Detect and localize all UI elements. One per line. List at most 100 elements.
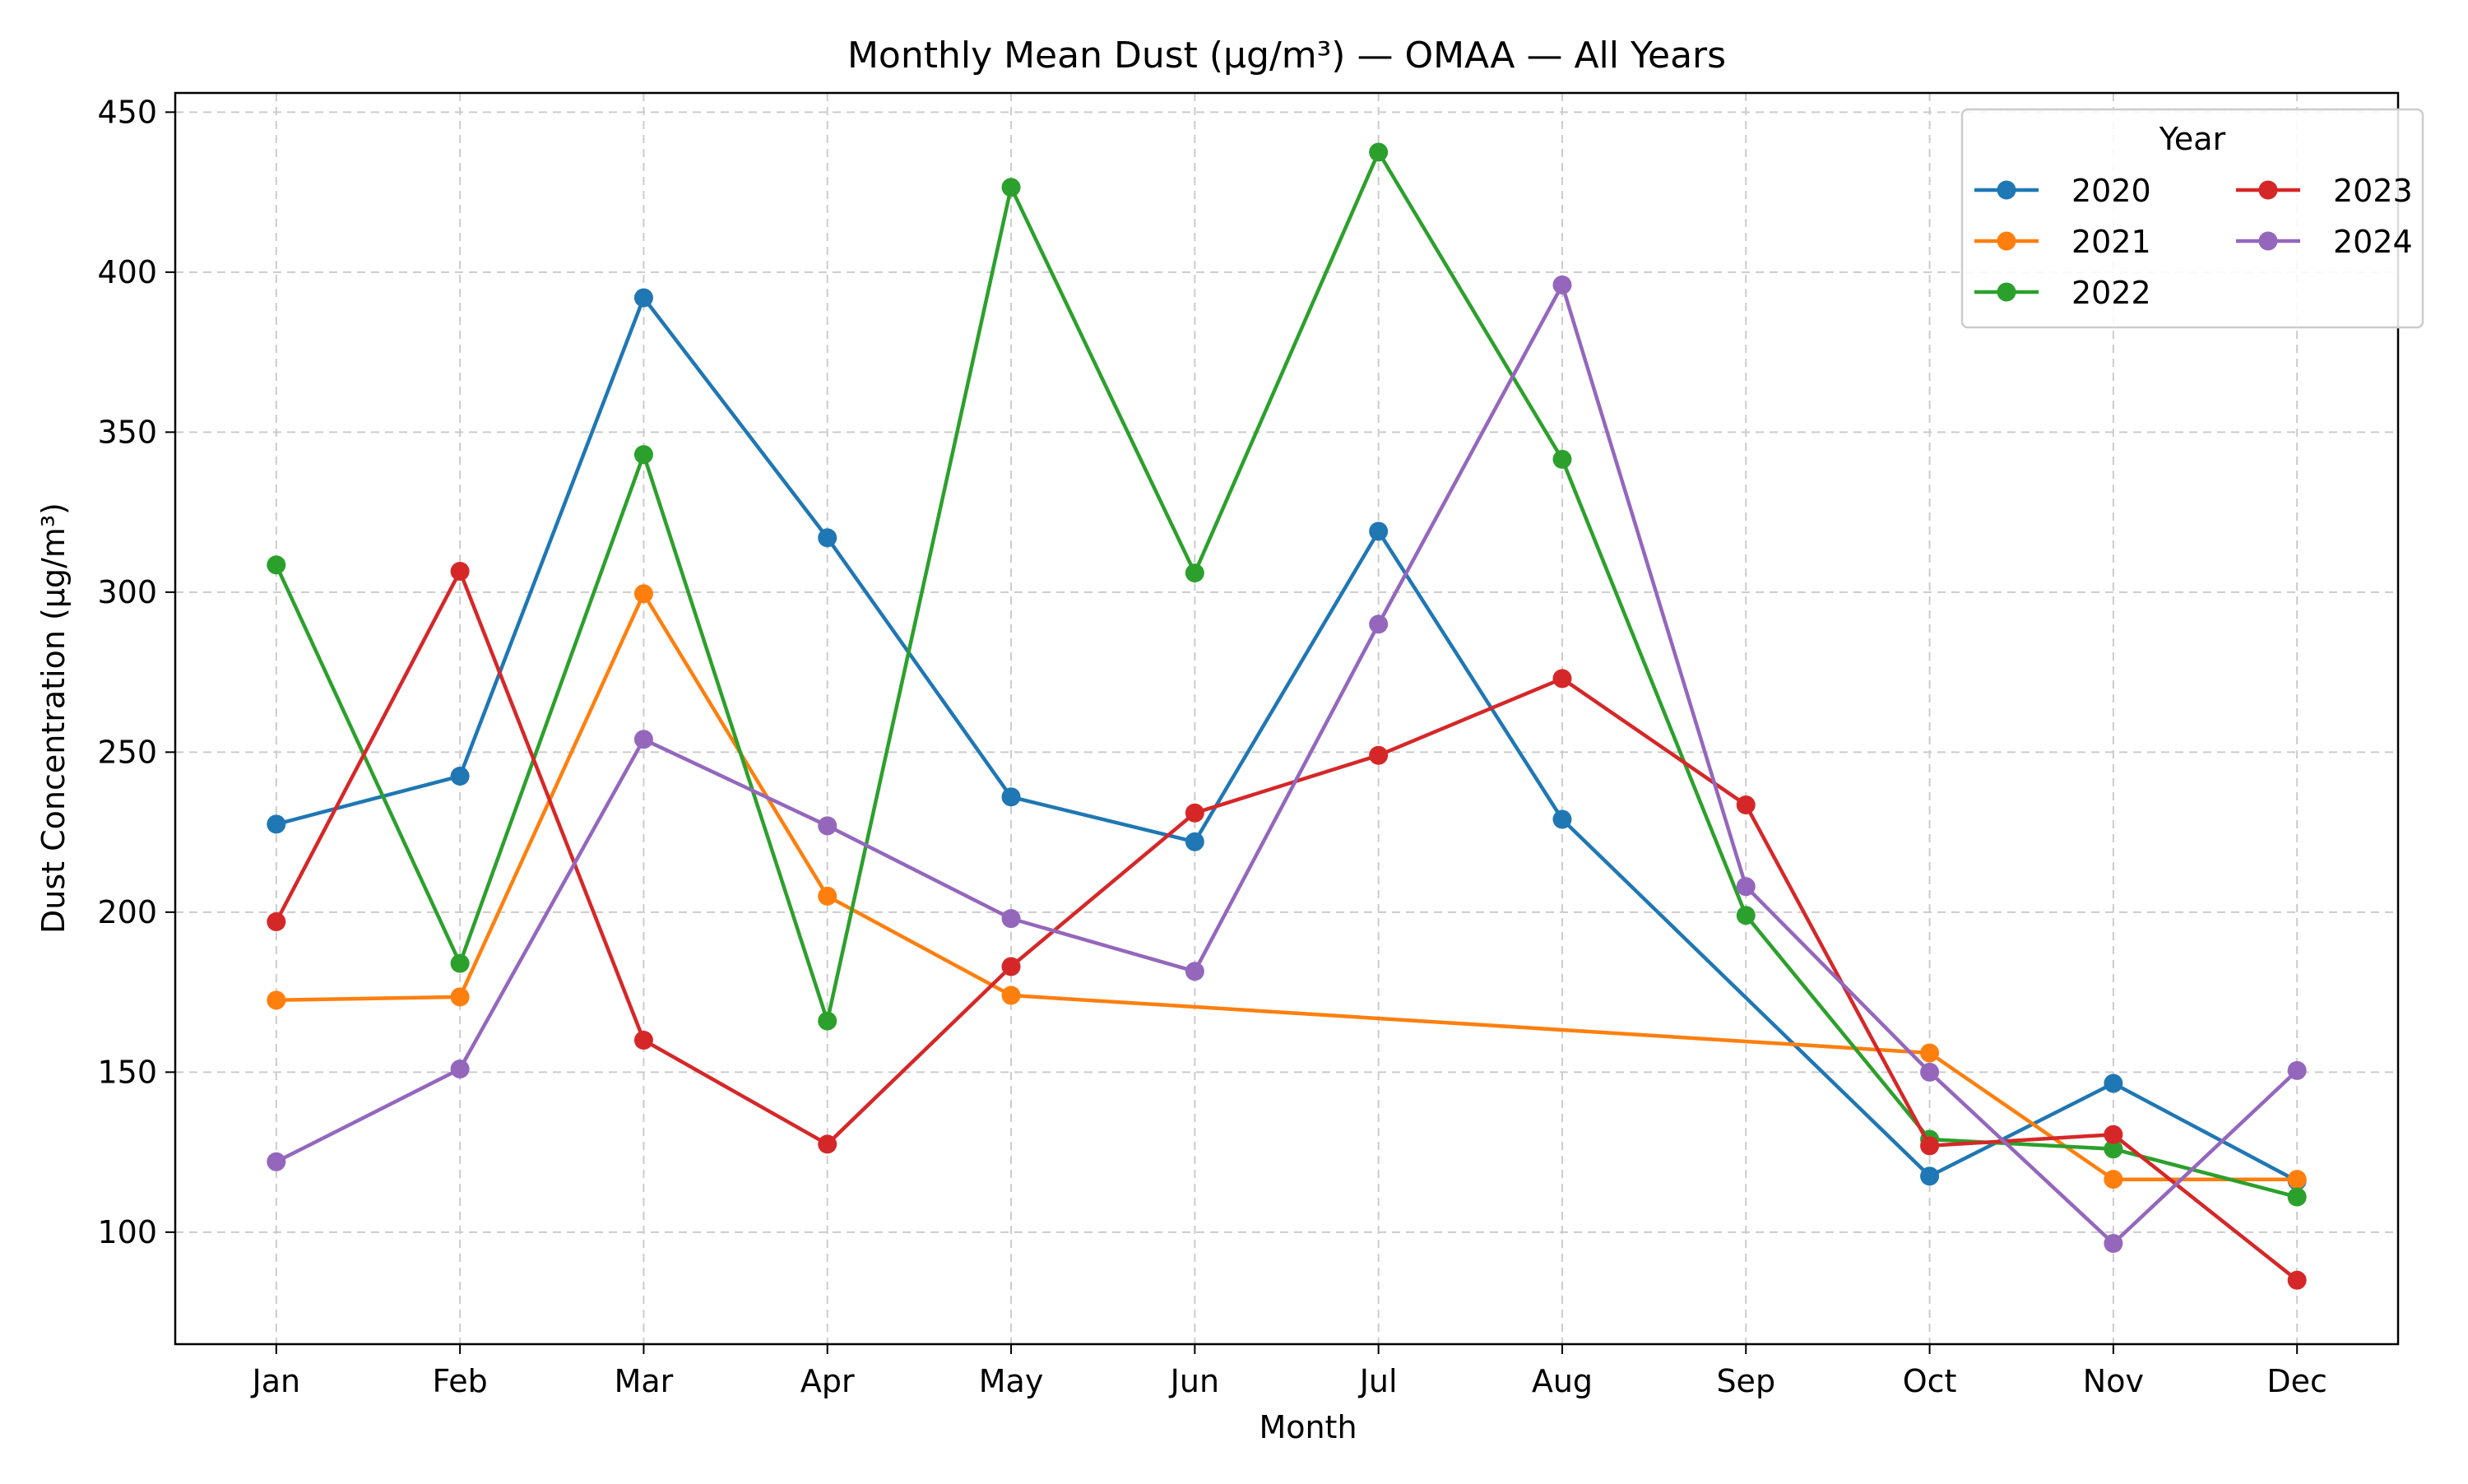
data-point: [267, 814, 286, 834]
y-tick-label: 450: [97, 94, 157, 130]
x-tick-label: Sep: [1716, 1363, 1775, 1399]
plot-frame: [174, 91, 2400, 1346]
data-point: [1552, 669, 1572, 689]
data-point: [2104, 1170, 2123, 1190]
legend-label: 2021: [2071, 224, 2151, 260]
data-point: [818, 528, 837, 548]
data-point: [1001, 985, 1021, 1005]
data-point: [450, 987, 470, 1007]
data-point: [1001, 957, 1021, 976]
x-tick-label: May: [979, 1363, 1044, 1399]
y-tick-label: 150: [97, 1054, 157, 1090]
series-2023: [267, 562, 2307, 1290]
y-tick-label: 200: [97, 894, 157, 930]
data-point: [1369, 745, 1389, 765]
data-point: [2287, 1270, 2307, 1290]
data-point: [633, 445, 653, 465]
data-point: [633, 1030, 653, 1050]
legend-item-2024: 2024: [2236, 224, 2413, 260]
data-point: [1920, 1166, 1940, 1186]
data-point: [818, 816, 837, 836]
x-tick-label: Aug: [1532, 1363, 1593, 1399]
data-point: [450, 767, 470, 786]
data-point: [1920, 1136, 1940, 1156]
data-point: [1552, 275, 1572, 294]
x-tick-label: Oct: [1903, 1363, 1957, 1399]
legend-marker: [2258, 180, 2278, 200]
legend-label: 2020: [2071, 173, 2151, 209]
x-axis-label: Month: [1259, 1409, 1357, 1445]
legend-label: 2023: [2333, 173, 2413, 209]
series-2022: [267, 142, 2307, 1207]
data-point: [1185, 563, 1204, 583]
y-tick-label: 250: [97, 734, 157, 770]
data-point: [267, 990, 286, 1010]
series-line: [276, 295, 2299, 1183]
data-point: [1001, 909, 1021, 929]
y-axis: 100 150 200 250 300 350 400 450: [97, 94, 175, 1250]
data-point: [450, 953, 470, 973]
data-point: [2287, 1170, 2307, 1190]
legend-item-2021: 2021: [1974, 224, 2151, 260]
data-point: [818, 886, 837, 906]
data-point: [633, 288, 653, 308]
series-line: [275, 283, 2299, 1245]
legend-title: Year: [2159, 121, 2226, 157]
data-point: [2104, 1233, 2123, 1253]
series-2020: [267, 288, 2307, 1191]
data-point: [1920, 1043, 1940, 1063]
series-line: [274, 150, 2298, 1199]
y-tick-label: 400: [97, 254, 157, 290]
legend-label: 2024: [2333, 224, 2413, 260]
x-tick-label: Jul: [1358, 1363, 1398, 1399]
data-point: [1369, 614, 1389, 634]
data-point: [1369, 522, 1389, 541]
data-point: [267, 555, 286, 575]
chart-title: Monthly Mean Dust (µg/m³) — OMAA — All Y…: [847, 35, 1726, 77]
data-point: [1001, 787, 1021, 807]
data-point: [1552, 809, 1572, 829]
y-tick-label: 300: [97, 574, 157, 610]
x-tick-label: Nov: [2083, 1363, 2144, 1399]
x-tick-label: Feb: [432, 1363, 487, 1399]
data-point: [2287, 1060, 2307, 1080]
y-axis-label: Dust Concentration (µg/m³): [35, 503, 72, 934]
legend-marker: [2258, 231, 2278, 251]
data-point: [1736, 877, 1756, 897]
legend-item-2023: 2023: [2236, 173, 2413, 209]
y-tick-label: 100: [97, 1214, 157, 1250]
series-line: [274, 569, 2299, 1282]
data-point: [1736, 795, 1756, 815]
x-tick-label: Mar: [615, 1363, 674, 1399]
legend-marker: [1997, 180, 2016, 200]
legend-item-2022: 2022: [1974, 275, 2151, 311]
x-axis: Jan Feb Mar Apr May Jun Jul Aug Sep Oct Nov Dec: [251, 1344, 2327, 1399]
x-tick-label: Apr: [800, 1363, 855, 1399]
series-2024: [267, 275, 2307, 1253]
y-tick-label: 350: [97, 414, 157, 450]
legend-label: 2022: [2071, 275, 2151, 311]
series-line: [276, 591, 2298, 1181]
data-point: [1001, 178, 1021, 197]
legend-box: [1960, 108, 2424, 329]
legend-marker: [1997, 231, 2016, 251]
x-tick-label: Jan: [251, 1363, 301, 1399]
data-point: [2104, 1074, 2123, 1093]
data-point: [2104, 1139, 2123, 1159]
data-point: [267, 1152, 286, 1171]
data-point: [1185, 832, 1204, 851]
data-point: [1920, 1062, 1940, 1082]
data-point: [2104, 1125, 2123, 1144]
series-layer: [267, 142, 2307, 1290]
legend-item-2020: 2020: [1974, 173, 2151, 209]
data-point: [2287, 1187, 2307, 1207]
data-point: [1185, 803, 1204, 823]
data-point: [633, 584, 653, 604]
data-point: [1185, 962, 1204, 981]
data-point: [450, 1059, 470, 1078]
data-point: [1736, 906, 1756, 925]
data-point: [818, 1134, 837, 1154]
